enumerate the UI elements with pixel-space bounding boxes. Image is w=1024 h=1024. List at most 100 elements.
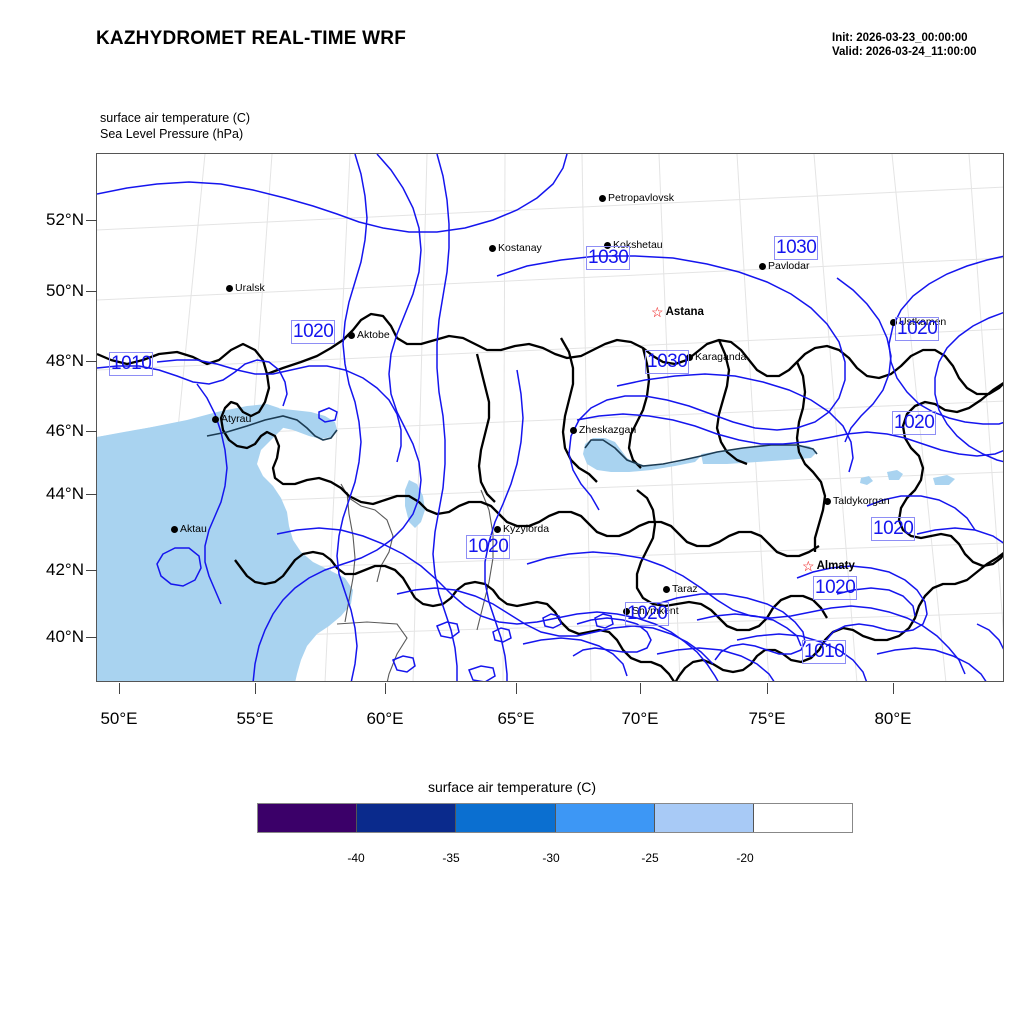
city-marker-pavlodar[interactable]: Pavlodar [759, 260, 809, 272]
isobar-label-1010-11: 1010 [802, 640, 847, 664]
capital-star-icon: ☆ [802, 558, 815, 574]
city-label: Almaty [816, 560, 855, 572]
city-label: Petropavlovsk [608, 192, 674, 204]
city-marker-kyzylorda[interactable]: Kyzylorda [494, 523, 549, 535]
capital-star-icon: ☆ [651, 304, 664, 320]
city-label: Taraz [672, 583, 698, 595]
city-marker-karaganda[interactable]: Karaganda [686, 351, 746, 363]
city-marker-almaty[interactable]: ☆ Almaty [802, 558, 855, 574]
colorbar-swatch-0[interactable] [258, 804, 358, 832]
city-dot-icon [489, 244, 496, 252]
lon-tick-mark-5 [767, 683, 769, 694]
lat-tick-mark-3 [86, 431, 97, 433]
lat-tick-mark-6 [86, 637, 97, 639]
colorbar-swatch-3[interactable] [555, 804, 655, 832]
lon-tick-label-4: 70°E [621, 709, 659, 728]
city-dot-icon [212, 415, 219, 423]
city-label: Karaganda [695, 351, 747, 363]
field-caption: surface air temperature (C) Sea Level Pr… [100, 110, 250, 142]
lat-tick-label-6: 40°N [46, 627, 84, 646]
lat-tick-label-5: 42°N [46, 560, 84, 579]
field-caption-line-1: surface air temperature (C) [100, 111, 251, 125]
colorbar-swatch-2[interactable] [456, 804, 556, 832]
lat-tick-mark-1 [86, 291, 97, 293]
city-label: Aktobe [357, 329, 390, 341]
isobar-label-1020-3: 1020 [895, 317, 940, 341]
city-label: Shymkent [632, 605, 679, 617]
city-marker-taraz[interactable]: Taraz [663, 583, 698, 595]
city-dot-icon [171, 525, 178, 533]
map-canvas [97, 154, 1003, 681]
city-label: Astana [665, 306, 704, 318]
city-marker-taldykorgan[interactable]: Taldykorgan [824, 495, 890, 507]
lon-tick-label-5: 75°E [748, 709, 786, 728]
isobar-label-1020-10: 1020 [625, 602, 670, 626]
isobar-label-1030-4: 1030 [645, 350, 690, 374]
city-label: Kyzylorda [503, 523, 550, 535]
city-marker-zheskazgan[interactable]: Zheskazgan [570, 424, 636, 436]
lat-tick-mark-5 [86, 570, 97, 572]
city-dot-icon [604, 241, 611, 249]
lon-tick-mark-1 [255, 683, 257, 694]
city-dot-icon [663, 585, 670, 593]
page-title: KAZHYDROMET REAL-TIME WRF [96, 28, 407, 49]
colorbar-tick-label-2: -30 [542, 851, 560, 865]
lat-tick-label-1: 50°N [46, 281, 84, 300]
colorbar-tick-label-3: -25 [641, 851, 659, 865]
colorbar-tick-label-4: -20 [736, 851, 754, 865]
city-label: Aktau [180, 523, 207, 535]
city-dot-icon [570, 426, 577, 434]
city-dot-icon [599, 194, 606, 202]
city-marker-aktau[interactable]: Aktau [171, 523, 207, 535]
colorbar-swatch-1[interactable] [357, 804, 457, 832]
colorbar-swatch-5[interactable] [753, 804, 853, 832]
city-marker-uralsk[interactable]: Uralsk [226, 282, 265, 294]
lon-tick-label-0: 50°E [100, 709, 138, 728]
isobar-label-1020-6: 1020 [892, 411, 937, 435]
city-label: Kostanay [498, 242, 542, 254]
city-marker-kokshetau[interactable]: Kokshetau [604, 239, 663, 251]
city-marker-petropavlovsk[interactable]: Petropavlovsk [599, 192, 674, 204]
city-marker-astana[interactable]: ☆ Astana [651, 304, 704, 320]
isobar-label-1020-8: 1020 [466, 535, 511, 559]
city-label: Taldykorgan [833, 495, 890, 507]
model-run-info: Init: 2026-03-23_00:00:00 Valid: 2026-03… [832, 31, 977, 59]
colorbar[interactable] [257, 803, 853, 833]
city-dot-icon [494, 525, 501, 533]
city-marker-shymkent[interactable]: Shymkent [623, 605, 679, 617]
isobar-label-1020-7: 1020 [871, 517, 916, 541]
lat-tick-label-0: 52°N [46, 210, 84, 229]
isobar-label-1030-0: 1030 [586, 246, 631, 270]
colorbar-tick-label-1: -35 [442, 851, 460, 865]
city-label: Pavlodar [768, 260, 810, 272]
city-dot-icon [824, 497, 831, 505]
isobar-label-1030-1: 1030 [774, 236, 819, 260]
colorbar-title: surface air temperature (C) [427, 779, 597, 795]
city-label: Ustkamen [899, 316, 947, 328]
lon-tick-mark-3 [516, 683, 518, 694]
colorbar-tick-label-0: -40 [347, 851, 365, 865]
weather-map[interactable] [96, 153, 1004, 682]
isobar-contours [97, 154, 1003, 681]
city-label: Uralsk [235, 282, 265, 294]
city-marker-aktobe[interactable]: Aktobe [348, 329, 390, 341]
city-dot-icon [348, 331, 355, 339]
init-time-label: Init: 2026-03-23_00:00:00 [832, 32, 968, 44]
city-marker-kostanay[interactable]: Kostanay [489, 242, 542, 254]
isobar-label-1020-2: 1020 [291, 320, 336, 344]
lon-tick-label-2: 60°E [366, 709, 404, 728]
lon-tick-label-3: 65°E [497, 709, 535, 728]
city-dot-icon [759, 262, 766, 270]
field-caption-line-2: Sea Level Pressure (hPa) [100, 127, 244, 141]
lon-tick-mark-6 [893, 683, 895, 694]
lon-tick-mark-4 [640, 683, 642, 694]
city-marker-ustkamen[interactable]: Ustkamen [890, 316, 946, 328]
city-label: Zheskazgan [579, 424, 637, 436]
colorbar-swatch-4[interactable] [654, 804, 754, 832]
city-dot-icon [226, 284, 233, 292]
valid-time-label: Valid: 2026-03-24_11:00:00 [832, 46, 977, 58]
city-marker-atyrau[interactable]: Atyrau [212, 413, 251, 425]
lat-tick-mark-0 [86, 220, 97, 222]
lon-tick-label-1: 55°E [236, 709, 274, 728]
lon-tick-mark-0 [119, 683, 121, 694]
